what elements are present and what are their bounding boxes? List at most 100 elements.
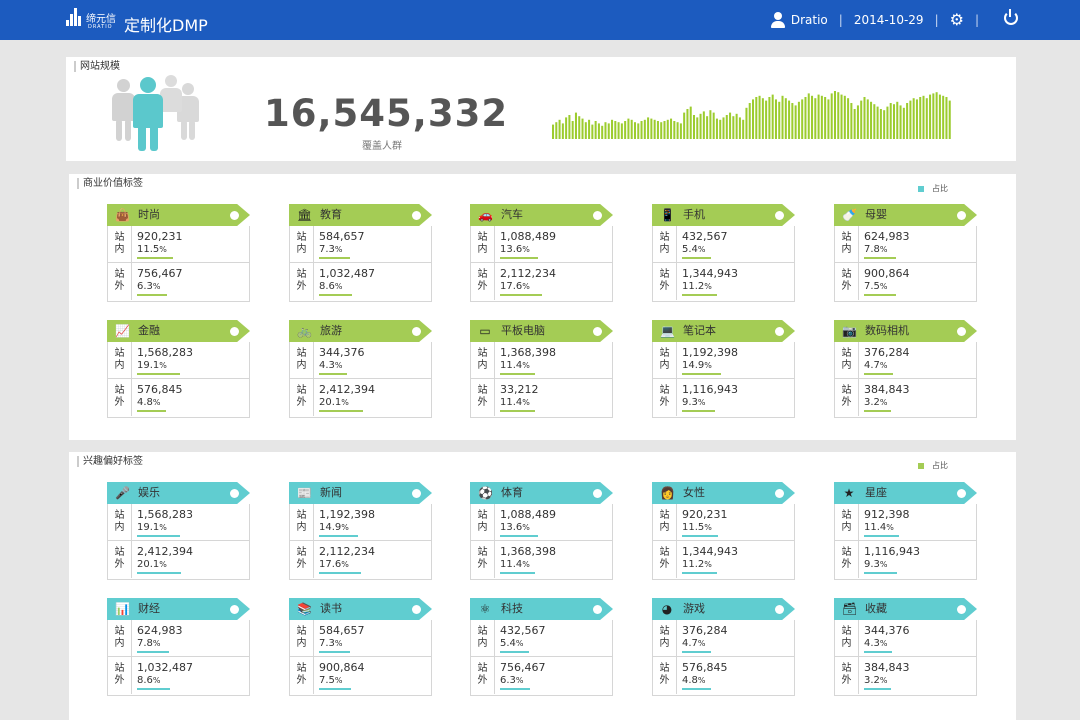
onsite-row: 站内 1,088,489 13.6% (471, 504, 612, 541)
tag-card[interactable]: 📰 新闻站内 1,192,398 14.9% 站外 2,112,234 17.6% (289, 482, 432, 580)
tag-card[interactable]: ◕ 游戏站内 376,284 4.7% 站外 576,845 4.8% (652, 598, 795, 696)
toggle-dot[interactable] (593, 489, 602, 498)
people-icon (110, 75, 205, 155)
toggle-dot[interactable] (593, 327, 602, 336)
onsite-label: 站内 (471, 504, 495, 541)
logo-subtext: DRATIO (88, 24, 113, 30)
legend-label: 占比 (932, 184, 948, 193)
logout-button[interactable] (1004, 9, 1018, 25)
trend-bar (778, 101, 781, 139)
tag-header[interactable]: 🗃 收藏 (834, 598, 977, 620)
tag-header[interactable]: 🏛 教育 (289, 204, 432, 226)
onsite-percent: 5.4% (500, 638, 524, 649)
toggle-dot[interactable] (775, 489, 784, 498)
user-icon[interactable] (770, 12, 785, 28)
trend-bar (866, 99, 869, 139)
toggle-dot[interactable] (412, 605, 421, 614)
offsite-percent-bar (682, 688, 711, 690)
tag-stats: 站内 344,376 4.3% 站外 2,412,394 20.1% (289, 342, 432, 418)
toggle-dot[interactable] (957, 605, 966, 614)
tag-header[interactable]: 📱 手机 (652, 204, 795, 226)
tag-card[interactable]: 🗃 收藏站内 344,376 4.3% 站外 384,843 3.2% (834, 598, 977, 696)
toggle-dot[interactable] (230, 605, 239, 614)
toggle-dot[interactable] (775, 327, 784, 336)
offsite-label: 站外 (290, 379, 314, 416)
toggle-dot[interactable] (230, 327, 239, 336)
toggle-dot[interactable] (412, 489, 421, 498)
logo[interactable]: 缔元信 DRATIO (66, 8, 118, 34)
toggle-dot[interactable] (957, 489, 966, 498)
tag-card[interactable]: ⚽ 体育站内 1,088,489 13.6% 站外 1,368,398 11.4% (470, 482, 613, 580)
offsite-percent-bar (137, 572, 182, 574)
offsite-label: 站外 (471, 541, 495, 578)
tag-header[interactable]: 📚 读书 (289, 598, 432, 620)
gear-icon[interactable]: ⚙ (949, 10, 964, 29)
onsite-percent-bar (682, 535, 718, 537)
tag-header[interactable]: 📰 新闻 (289, 482, 432, 504)
offsite-label: 站外 (471, 657, 495, 694)
onsite-value: 432,567 (682, 230, 728, 243)
tag-header[interactable]: 📈 金融 (107, 320, 250, 342)
toggle-dot[interactable] (593, 605, 602, 614)
toggle-dot[interactable] (957, 211, 966, 220)
trend-bar (712, 112, 715, 139)
tag-header[interactable]: 🚲 旅游 (289, 320, 432, 342)
tag-card[interactable]: ⚛ 科技站内 432,567 5.4% 站外 756,467 6.3% (470, 598, 613, 696)
onsite-label: 站内 (108, 620, 132, 657)
tag-card[interactable]: 📱 手机站内 432,567 5.4% 站外 1,344,943 11.2% (652, 204, 795, 302)
tag-label: 汽车 (501, 208, 523, 221)
tag-header[interactable]: 💻 笔记本 (652, 320, 795, 342)
onsite-row: 站内 1,368,398 11.4% (471, 342, 612, 379)
offsite-value: 900,864 (319, 661, 365, 674)
toggle-dot[interactable] (775, 211, 784, 220)
tag-header[interactable]: 🍼 母婴 (834, 204, 977, 226)
tag-card[interactable]: ▭ 平板电脑站内 1,368,398 11.4% 站外 33,212 11.4% (470, 320, 613, 418)
tag-card[interactable]: 📊 财经站内 624,983 7.8% 站外 1,032,487 8.6% (107, 598, 250, 696)
offsite-percent: 4.8% (682, 675, 706, 686)
business-value-panel: 商业价值标签 占比 👜 时尚站内 920,231 11.5% 站外 756,467 6.3%… (69, 174, 1016, 440)
tag-card[interactable]: 🍼 母婴站内 624,983 7.8% 站外 900,864 7.5% (834, 204, 977, 302)
tag-card[interactable]: 💻 笔记本站内 1,192,398 14.9% 站外 1,116,943 9.3% (652, 320, 795, 418)
trend-bar (784, 98, 787, 139)
trend-bar (820, 95, 823, 139)
user-name[interactable]: Dratio (790, 13, 828, 27)
trend-bar (702, 111, 705, 139)
tag-header[interactable]: ⚛ 科技 (470, 598, 613, 620)
onsite-percent-bar (319, 535, 358, 537)
tag-card[interactable]: ★ 星座站内 912,398 11.4% 站外 1,116,943 9.3% (834, 482, 977, 580)
tag-card[interactable]: 🚲 旅游站内 344,376 4.3% 站外 2,412,394 20.1% (289, 320, 432, 418)
trend-bar (873, 104, 876, 139)
tag-card[interactable]: 📈 金融站内 1,568,283 19.1% 站外 576,845 4.8% (107, 320, 250, 418)
tag-header[interactable]: ★ 星座 (834, 482, 977, 504)
tag-card[interactable]: 👜 时尚站内 920,231 11.5% 站外 756,467 6.3% (107, 204, 250, 302)
onsite-percent: 7.3% (319, 244, 343, 255)
tag-header[interactable]: 🎤 娱乐 (107, 482, 250, 504)
tag-card[interactable]: 📚 读书站内 584,657 7.3% 站外 900,864 7.5% (289, 598, 432, 696)
toggle-dot[interactable] (593, 211, 602, 220)
tag-card[interactable]: 🚗 汽车站内 1,088,489 13.6% 站外 2,112,234 17.6% (470, 204, 613, 302)
tag-header[interactable]: 📊 财经 (107, 598, 250, 620)
tag-card[interactable]: 👩 女性站内 920,231 11.5% 站外 1,344,943 11.2% (652, 482, 795, 580)
toggle-dot[interactable] (412, 327, 421, 336)
tag-header[interactable]: ▭ 平板电脑 (470, 320, 613, 342)
tag-card[interactable]: 🏛 教育站内 584,657 7.3% 站外 1,032,487 8.6% (289, 204, 432, 302)
tag-header[interactable]: 👜 时尚 (107, 204, 250, 226)
tag-stats: 站内 1,088,489 13.6% 站外 2,112,234 17.6% (470, 226, 613, 302)
toggle-dot[interactable] (775, 605, 784, 614)
toggle-dot[interactable] (957, 327, 966, 336)
tag-header[interactable]: 📷 数码相机 (834, 320, 977, 342)
tag-card[interactable]: 📷 数码相机站内 376,284 4.7% 站外 384,843 3.2% (834, 320, 977, 418)
trend-bar (742, 119, 745, 139)
tag-header[interactable]: ⚽ 体育 (470, 482, 613, 504)
tag-header[interactable]: 🚗 汽车 (470, 204, 613, 226)
onsite-label: 站内 (471, 342, 495, 379)
toggle-dot[interactable] (230, 211, 239, 220)
toggle-dot[interactable] (230, 489, 239, 498)
toggle-dot[interactable] (412, 211, 421, 220)
tag-header[interactable]: 👩 女性 (652, 482, 795, 504)
tag-header[interactable]: ◕ 游戏 (652, 598, 795, 620)
offsite-percent: 3.2% (864, 675, 888, 686)
tag-card[interactable]: 🎤 娱乐站内 1,568,283 19.1% 站外 2,412,394 20.1% (107, 482, 250, 580)
trend-bar (725, 115, 728, 139)
trend-bar (765, 100, 768, 139)
